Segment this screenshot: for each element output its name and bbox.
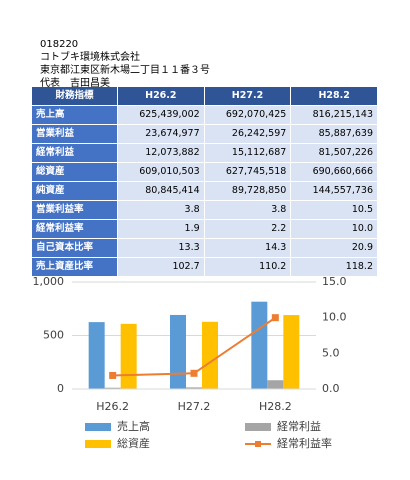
legend-swatch [85, 423, 111, 431]
y-tick-label: 0 [57, 382, 64, 395]
legend-label: 売上高 [117, 419, 150, 433]
bar [104, 387, 121, 389]
cell-value: 102.7 [117, 258, 205, 276]
cell-value: 15,112,687 [204, 144, 292, 162]
table-row: 純資産 80,845,414 89,728,850 144,557,736 [32, 182, 378, 201]
row-label: 営業利益率 [32, 201, 118, 219]
legend-label: 経常利益率 [277, 436, 332, 450]
cell-value: 2.2 [204, 220, 292, 238]
line-marker [190, 369, 198, 377]
cell-value: 816,215,143 [291, 106, 378, 124]
table-row: 営業利益率 3.8 3.8 10.5 [32, 201, 378, 220]
table-row: 売上高 625,439,002 692,070,425 816,215,143 [32, 106, 378, 125]
cell-value: 625,439,002 [117, 106, 205, 124]
row-label: 総資産 [32, 163, 118, 181]
header-row: 財務指標 H26.2 H27.2 H28.2 [32, 87, 378, 106]
line-marker [271, 314, 279, 322]
y2-tick-label: 15.0 [322, 275, 347, 288]
cell-value: 118.2 [291, 258, 378, 276]
address: 東京都江東区新木場二丁目１１番３号 [40, 65, 210, 76]
cell-value: 26,242,597 [204, 125, 292, 143]
cell-value: 89,728,850 [204, 182, 292, 200]
cell-value: 20.9 [291, 239, 378, 257]
cell-value: 10.0 [291, 220, 378, 238]
cell-value: 85,887,639 [291, 125, 378, 143]
x-tick-label: H27.2 [178, 400, 211, 413]
row-label: 自己資本比率 [32, 239, 118, 257]
cell-value: 12,073,882 [117, 144, 205, 162]
code: 018220 [40, 39, 79, 50]
legend-label: 経常利益 [277, 419, 321, 433]
y-tick-label: 1,000 [33, 275, 65, 288]
legend-swatch [85, 440, 111, 448]
row-label: 売上高 [32, 106, 118, 124]
bar [267, 380, 284, 389]
column-header: H28.2 [291, 87, 378, 105]
cell-value: 690,660,666 [291, 163, 378, 181]
cell-value: 10.5 [291, 201, 378, 219]
y2-tick-label: 0.0 [322, 382, 340, 395]
bar [120, 323, 137, 389]
y2-tick-label: 5.0 [322, 346, 340, 359]
table-row: 経常利益率 1.9 2.2 10.0 [32, 220, 378, 239]
line-marker [109, 371, 117, 379]
bar [283, 315, 300, 389]
bar [202, 321, 218, 389]
chart: 0 500 1,000 0.0 5.0 10.0 15.0 H26.2 H27.2 H28.2 売上… [33, 275, 347, 450]
bar [88, 322, 105, 389]
legend-swatch [245, 423, 271, 431]
x-tick-label: H28.2 [259, 400, 292, 413]
y2-tick-label: 10.0 [322, 311, 347, 324]
table-row: 総資産 609,010,503 627,745,518 690,660,666 [32, 163, 378, 182]
x-tick-label: H26.2 [96, 400, 129, 413]
cell-value: 110.2 [204, 258, 292, 276]
cell-value: 81,507,226 [291, 144, 378, 162]
row-label: 経常利益率 [32, 220, 118, 238]
cell-value: 14.3 [204, 239, 292, 257]
table-row: 経常利益 12,073,882 15,112,687 81,507,226 [32, 144, 378, 163]
column-header: H27.2 [204, 87, 292, 105]
cell-value: 1.9 [117, 220, 205, 238]
table-row: 売上資産比率 102.7 110.2 118.2 [32, 258, 378, 277]
column-header: 財務指標 [32, 87, 118, 105]
legend-swatch [255, 441, 261, 447]
representative: 代表 吉田昌美 [40, 78, 110, 89]
company: コトブキ環境株式会社 [40, 52, 140, 63]
y-tick-label: 500 [43, 329, 64, 342]
cell-value: 144,557,736 [291, 182, 378, 200]
row-label: 純資産 [32, 182, 118, 200]
line-series [112, 316, 276, 377]
cell-value: 13.3 [117, 239, 205, 257]
cell-value: 609,010,503 [117, 163, 205, 181]
column-header: H26.2 [117, 87, 205, 105]
row-label: 経常利益 [32, 144, 118, 162]
bar [170, 314, 186, 389]
cell-value: 3.8 [204, 201, 292, 219]
cell-value: 80,845,414 [117, 182, 205, 200]
bar [186, 387, 202, 389]
row-label: 売上資産比率 [32, 258, 118, 276]
cell-value: 627,745,518 [204, 163, 292, 181]
table-row: 自己資本比率 13.3 14.3 20.9 [32, 239, 378, 258]
bar [251, 301, 268, 389]
header: 018220 コトブキ環境株式会社 東京都江東区新木場二丁目１１番３号 代表 吉… [40, 38, 210, 90]
row-label: 営業利益 [32, 125, 118, 143]
legend-label: 総資産 [117, 436, 150, 450]
table-row: 営業利益 23,674,977 26,242,597 85,887,639 [32, 125, 378, 144]
cell-value: 23,674,977 [117, 125, 205, 143]
cell-value: 692,070,425 [204, 106, 292, 124]
financial-table: 財務指標 H26.2 H27.2 H28.2 売上高 625,439,002 692,070… [32, 87, 378, 277]
cell-value: 3.8 [117, 201, 205, 219]
